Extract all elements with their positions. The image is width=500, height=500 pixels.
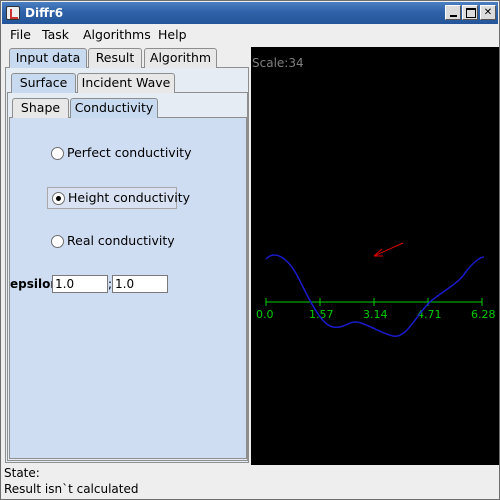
- surface-curve: [265, 254, 485, 337]
- tick-label: 1.57: [309, 308, 334, 321]
- tick-label: 0.0: [256, 308, 274, 321]
- radio-label: Height conductivity: [68, 190, 191, 205]
- tab-incident-wave[interactable]: Incident Wave: [77, 73, 175, 93]
- scale-label: Scale:34: [252, 56, 304, 70]
- incident-wave-arrow: [373, 242, 404, 257]
- radio-perfect-conductivity[interactable]: Perfect conductivity: [47, 143, 191, 165]
- state-label: State:: [4, 466, 40, 480]
- menu-file[interactable]: File: [10, 27, 31, 42]
- tab-shape[interactable]: Shape: [12, 98, 69, 118]
- radio-height-conductivity[interactable]: Height conductivity: [47, 187, 190, 209]
- radio-real-conductivity[interactable]: Real conductivity: [47, 231, 175, 253]
- title-bar[interactable]: Diffr6 ✕: [2, 2, 498, 24]
- tick-label: 4.71: [417, 308, 442, 321]
- tab-conductivity[interactable]: Conductivity: [70, 98, 158, 118]
- radio-button-selected[interactable]: [52, 192, 65, 205]
- radio-button[interactable]: [51, 147, 64, 160]
- epsilon-label: epsilon: [10, 277, 59, 291]
- tab-algorithm[interactable]: Algorithm: [144, 48, 217, 68]
- radio-label: Real conductivity: [67, 233, 175, 248]
- state-text: Result isn`t calculated: [4, 482, 139, 496]
- tick-label: 3.14: [363, 308, 388, 321]
- java-app-icon: [6, 6, 20, 20]
- radio-button[interactable]: [51, 235, 64, 248]
- close-button[interactable]: ✕: [480, 5, 496, 20]
- surface-graph[interactable]: Scale:34 0.0 1.57 3.14 4.71 6.28: [251, 47, 499, 465]
- tick-label: 6.28: [471, 308, 496, 321]
- menu-task[interactable]: Task: [42, 27, 69, 42]
- arrow-head: [373, 248, 383, 257]
- menu-algorithms[interactable]: Algorithms: [83, 27, 151, 42]
- epsilon-separator: ;: [108, 277, 113, 291]
- maximize-button[interactable]: [462, 5, 478, 20]
- tab-surface[interactable]: Surface: [11, 73, 76, 93]
- tab-input-data[interactable]: Input data: [9, 48, 87, 68]
- minimize-button[interactable]: [445, 5, 461, 20]
- window-title: Diffr6: [25, 6, 64, 20]
- tab-result[interactable]: Result: [88, 48, 142, 68]
- menu-bar: File Task Algorithms Help: [2, 24, 498, 45]
- menu-help[interactable]: Help: [158, 27, 187, 42]
- graph-canvas: Scale:34 0.0 1.57 3.14 4.71 6.28: [252, 56, 496, 337]
- epsilon-imag-input[interactable]: [112, 275, 168, 293]
- input-panel: Input data Result Algorithm Surface Inci…: [2, 45, 250, 465]
- status-bar: State: Result isn`t calculated: [2, 465, 498, 499]
- epsilon-real-input[interactable]: [52, 275, 108, 293]
- radio-label: Perfect conductivity: [67, 145, 192, 160]
